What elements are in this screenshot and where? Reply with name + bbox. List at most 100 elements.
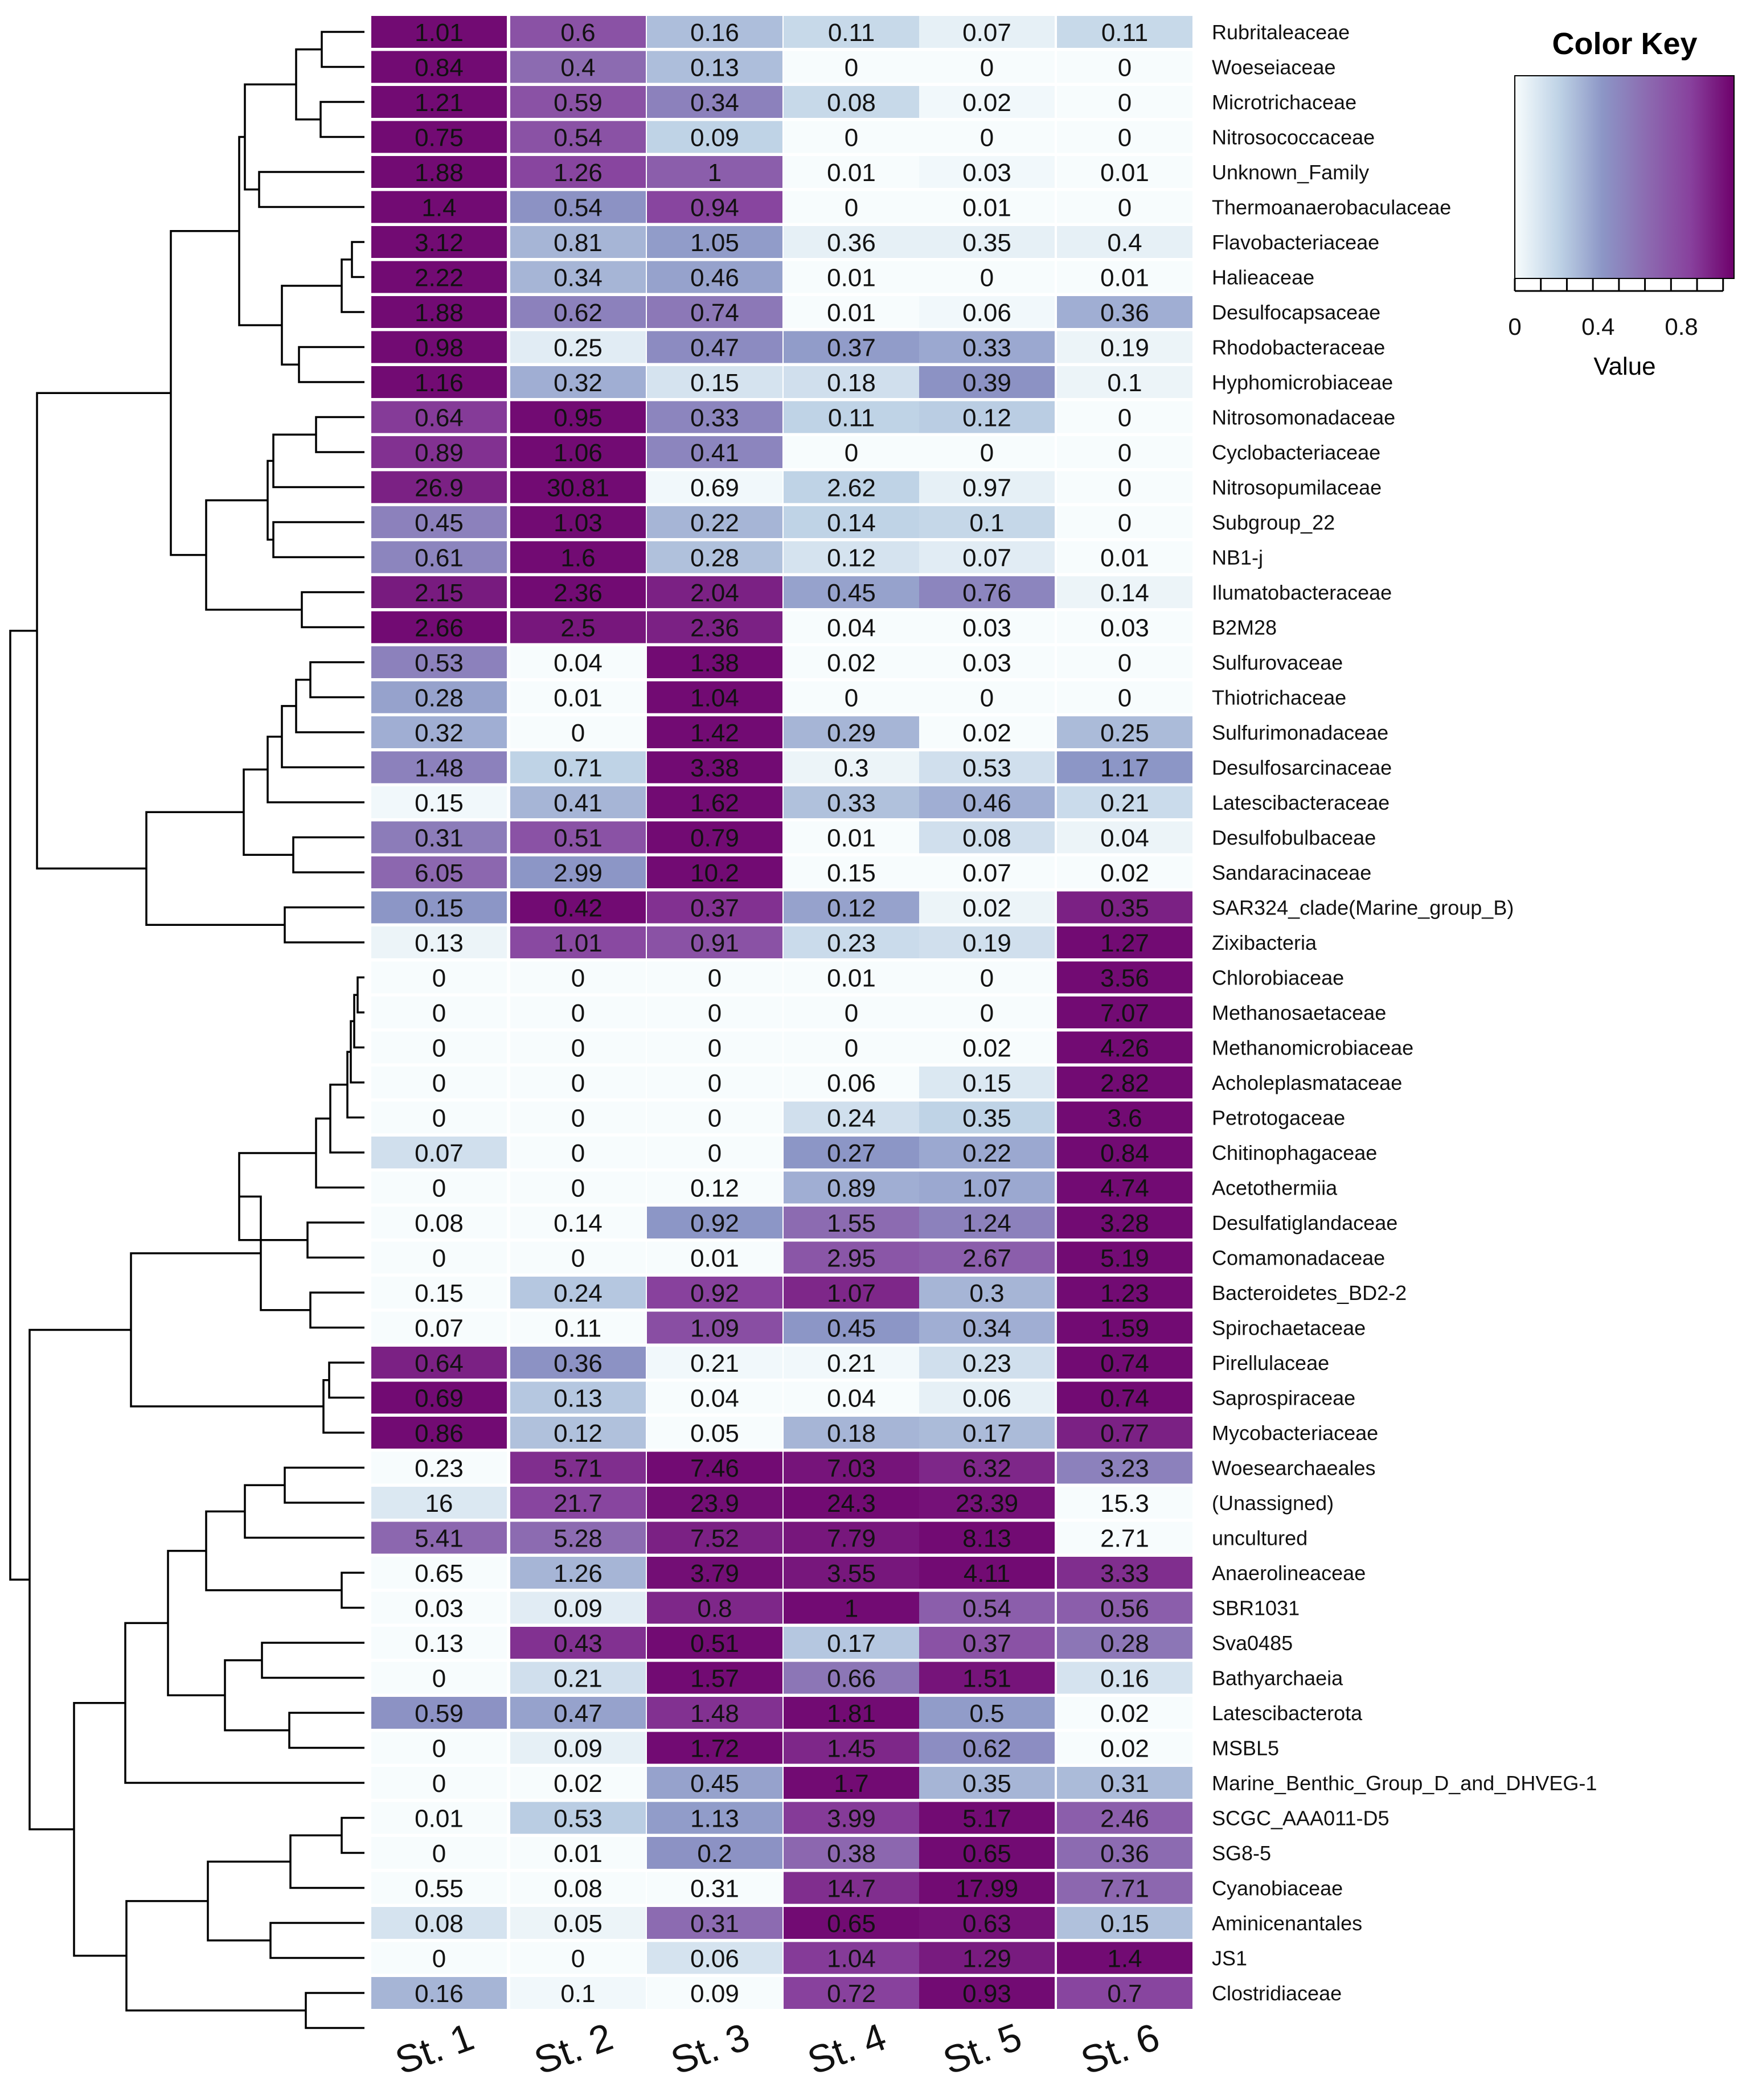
cell-value-label: 0 — [980, 684, 994, 712]
cell-value-label: 0.47 — [690, 334, 739, 362]
cell-value-label: 1.88 — [415, 159, 464, 187]
cell-value-label: 0 — [980, 439, 994, 467]
heatmap-cell — [919, 1557, 1055, 1589]
heatmap-cell — [1057, 1662, 1192, 1694]
heatmap-cell — [919, 1451, 1055, 1484]
cell-value-label: 0 — [845, 439, 858, 467]
cell-value-label: 0 — [571, 1175, 585, 1203]
color-key-ticks: 0 0.4 0.8 — [1508, 278, 1724, 340]
cell-value-label: 0.03 — [415, 1595, 464, 1623]
cell-value-label: 2.22 — [415, 264, 464, 292]
heatmap-cell — [919, 401, 1055, 433]
heatmap-cell — [371, 1277, 507, 1309]
cell-value-label: 1.29 — [962, 1945, 1011, 1973]
heatmap-cell — [371, 1241, 507, 1274]
cell-value-label: 0 — [571, 1139, 585, 1167]
row-label: NB1-j — [1212, 546, 1263, 569]
row-label: Methanomicrobiaceae — [1212, 1036, 1413, 1060]
cell-value-label: 0.28 — [1100, 1630, 1149, 1658]
heatmap-cell — [510, 436, 646, 468]
cell-value-label: 1.17 — [1100, 754, 1149, 782]
dendrogram-branch — [309, 1291, 364, 1329]
row-label: (Unassigned) — [1212, 1491, 1334, 1515]
row-label: Bacteroidetes_BD2-2 — [1212, 1281, 1407, 1305]
heatmap-cell — [510, 401, 646, 433]
heatmap-cell — [1057, 1907, 1192, 1939]
heatmap-cell — [510, 366, 646, 398]
heatmap-cell — [919, 1802, 1055, 1834]
cell-value-label: 0 — [1118, 474, 1132, 502]
dendrogram-branch — [301, 591, 364, 629]
heatmap-cell — [371, 506, 507, 538]
heatmap-cell — [371, 401, 507, 433]
heatmap-cell — [510, 296, 646, 328]
cell-value-label: 0.54 — [962, 1595, 1011, 1623]
dendrogram-branch — [272, 433, 364, 489]
heatmap-cell — [647, 1521, 782, 1554]
heatmap-cell — [647, 1872, 782, 1904]
cell-value-label: 3.23 — [1100, 1455, 1149, 1483]
heatmap-cell — [784, 1311, 919, 1344]
heatmap-cell — [647, 576, 782, 608]
heatmap-cell — [510, 1557, 646, 1589]
heatmap-cell — [647, 891, 782, 924]
heatmap-cell — [510, 646, 646, 678]
heatmap-cell — [371, 1557, 507, 1589]
heatmap-cell — [784, 191, 919, 223]
cell-value-label: 0.08 — [415, 1910, 464, 1938]
heatmap-cell — [784, 786, 919, 818]
heatmap-cell — [647, 156, 782, 188]
heatmap-cell — [919, 471, 1055, 503]
cell-value-label: 0 — [708, 999, 722, 1027]
row-label: Rubritaleaceae — [1212, 20, 1350, 44]
row-label: Clostridiaceae — [1212, 1982, 1342, 2005]
heatmap-cell — [647, 1732, 782, 1764]
heatmap-cell — [510, 261, 646, 293]
heatmap-cell — [371, 261, 507, 293]
heatmap-cell — [1057, 891, 1192, 924]
heatmap-cell — [510, 1067, 646, 1098]
heatmap-cell — [784, 1872, 919, 1904]
cell-value-label: 26.9 — [415, 474, 464, 502]
heatmap-cell — [919, 1767, 1055, 1799]
heatmap-cell — [647, 1241, 782, 1274]
cell-value-label: 0.02 — [1100, 859, 1149, 887]
cell-value-label: 0 — [1118, 194, 1132, 222]
heatmap-cell — [647, 1557, 782, 1589]
heatmap-cell — [647, 1347, 782, 1379]
cell-value-label: 0.24 — [827, 1105, 876, 1133]
cell-value-label: 0.74 — [1100, 1350, 1149, 1377]
heatmap-cell — [919, 1417, 1055, 1449]
cell-value-label: 0.19 — [1100, 334, 1149, 362]
cell-value-label: 0.91 — [690, 929, 739, 957]
cell-value-label: 0.03 — [962, 614, 1011, 642]
cell-value-label: 0.05 — [690, 1420, 739, 1447]
heatmap-cell — [371, 1907, 507, 1939]
cell-value-label: 0.01 — [690, 1245, 739, 1273]
cell-value-label: 0.41 — [690, 439, 739, 467]
cell-value-label: 1.21 — [415, 89, 464, 117]
heatmap-cell — [784, 1171, 919, 1204]
row-label: B2M28 — [1212, 616, 1277, 639]
heatmap-cell — [647, 1207, 782, 1238]
dendrogram-branch — [224, 1659, 289, 1732]
dendrogram-branch — [244, 83, 296, 191]
heatmap-cell — [371, 191, 507, 223]
cell-value-label: 0 — [1118, 509, 1132, 537]
heatmap-cell — [784, 506, 919, 538]
cell-value-label: 3.6 — [1107, 1105, 1142, 1133]
cell-value-label: 0.03 — [1100, 614, 1149, 642]
cell-value-label: 0.13 — [554, 1385, 603, 1413]
heatmap-cell — [510, 86, 646, 118]
heatmap-cell — [647, 926, 782, 958]
heatmap-cell — [647, 1942, 782, 1974]
cell-value-label: 0.62 — [554, 299, 603, 327]
cell-value-label: 0.12 — [827, 895, 876, 922]
cell-value-label: 0.77 — [1100, 1420, 1149, 1447]
row-label: Comamonadaceae — [1212, 1246, 1385, 1270]
color-key-xlabel: Value — [1593, 352, 1655, 380]
dendrogram-branch — [244, 1484, 364, 1539]
cell-value-label: 0.13 — [690, 54, 739, 82]
heatmap-cell — [371, 51, 507, 83]
heatmap-cell — [647, 121, 782, 153]
